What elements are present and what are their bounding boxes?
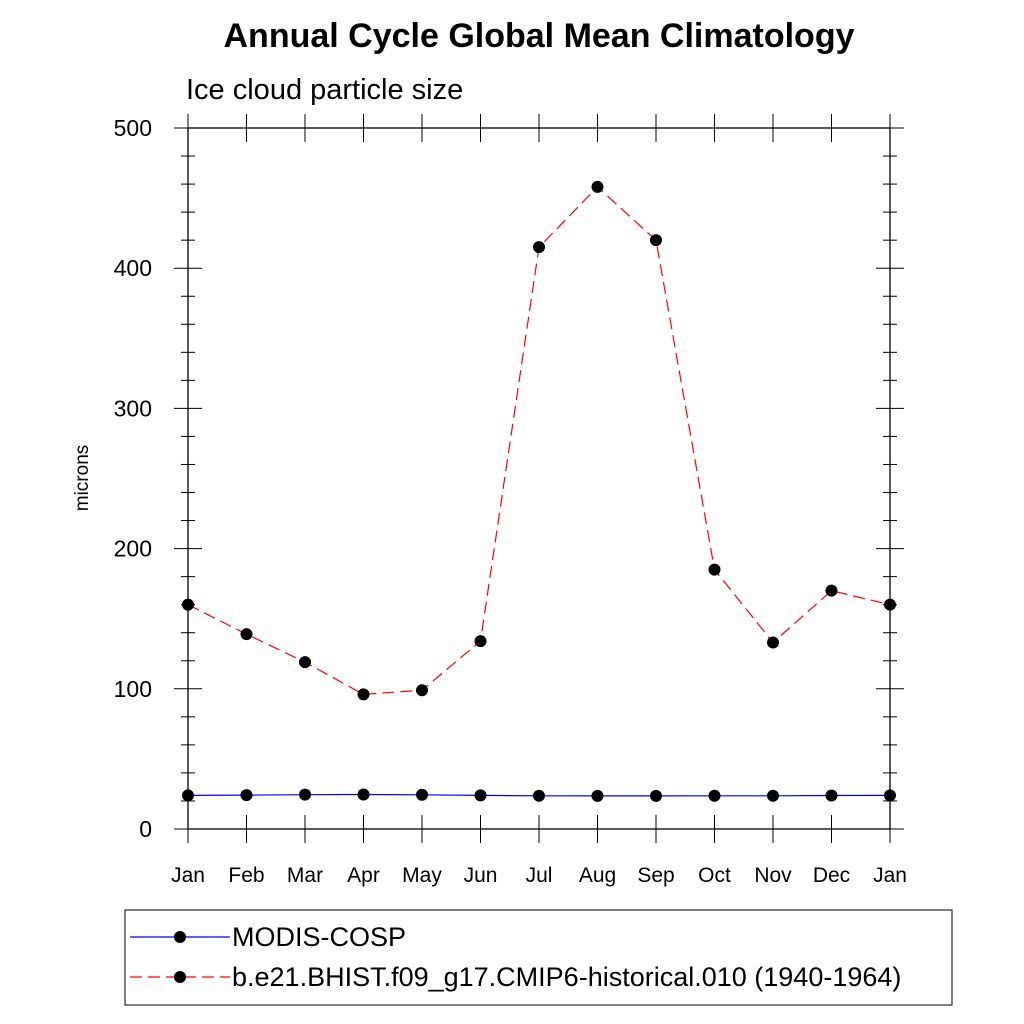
data-point bbox=[825, 789, 838, 802]
chart-title: Annual Cycle Global Mean Climatology bbox=[224, 17, 855, 55]
legend-label: b.e21.BHIST.f09_g17.CMIP6-historical.010… bbox=[232, 962, 901, 992]
data-point bbox=[357, 688, 370, 701]
series-0 bbox=[182, 788, 896, 802]
data-point bbox=[357, 788, 370, 801]
legend-item: MODIS-COSP bbox=[130, 922, 406, 952]
data-point bbox=[416, 684, 428, 697]
x-tick-label: Aug bbox=[579, 864, 616, 887]
x-tick-label: Jan bbox=[873, 864, 907, 887]
data-point bbox=[182, 598, 194, 611]
axis-ticks bbox=[174, 114, 904, 843]
chart-subtitle: Ice cloud particle size bbox=[186, 74, 463, 106]
data-point bbox=[299, 788, 311, 801]
data-point bbox=[591, 789, 604, 802]
legend-marker bbox=[174, 931, 186, 943]
plot-frame bbox=[187, 127, 891, 830]
data-point bbox=[182, 789, 194, 802]
data-point bbox=[650, 234, 662, 247]
data-point bbox=[416, 788, 428, 801]
y-tick-label: 0 bbox=[139, 816, 152, 842]
data-point bbox=[591, 180, 604, 193]
series-layer bbox=[182, 180, 896, 802]
legend-marker bbox=[174, 971, 186, 983]
legend-box bbox=[124, 909, 953, 1006]
x-tick-label: Feb bbox=[228, 864, 264, 887]
legend-item: b.e21.BHIST.f09_g17.CMIP6-historical.010… bbox=[130, 962, 901, 992]
data-point bbox=[533, 241, 545, 254]
legend: MODIS-COSP b.e21.BHIST.f09_g17.CMIP6-hist… bbox=[124, 909, 953, 1006]
y-tick-label: 400 bbox=[114, 255, 152, 281]
x-tick-label: Jul bbox=[526, 864, 553, 887]
x-tick-label: Apr bbox=[347, 864, 380, 887]
y-tick-label: 300 bbox=[114, 395, 152, 421]
data-point bbox=[533, 789, 545, 802]
x-tick-label: Dec bbox=[813, 864, 850, 887]
x-tick-label: May bbox=[402, 864, 442, 887]
y-tick-label: 500 bbox=[114, 115, 152, 141]
x-tick-label: Jun bbox=[464, 864, 498, 887]
y-tick-label: 100 bbox=[114, 676, 152, 702]
series-line bbox=[187, 186, 891, 696]
data-point bbox=[299, 656, 311, 669]
x-tick-label: Mar bbox=[287, 864, 323, 887]
data-point bbox=[767, 636, 779, 649]
data-point bbox=[240, 789, 253, 802]
x-tick-label: Sep bbox=[637, 864, 674, 887]
y-axis-label: microns bbox=[72, 445, 93, 512]
legend-label: MODIS-COSP bbox=[232, 922, 406, 952]
data-point bbox=[708, 563, 721, 576]
data-point bbox=[650, 789, 662, 802]
data-point bbox=[825, 584, 838, 597]
data-point bbox=[474, 635, 487, 648]
x-tick-label: Jan bbox=[171, 864, 205, 887]
series-1 bbox=[182, 180, 896, 701]
data-point bbox=[884, 789, 896, 802]
data-point bbox=[884, 598, 896, 611]
y-tick-labels: 0 100 200 300 400 500 bbox=[114, 115, 152, 842]
y-tick-label: 200 bbox=[114, 536, 152, 562]
data-point bbox=[240, 628, 253, 641]
data-point bbox=[474, 789, 487, 802]
x-tick-label: Nov bbox=[754, 864, 792, 887]
data-point bbox=[708, 789, 721, 802]
x-tick-label: Oct bbox=[698, 864, 731, 887]
x-tick-labels: Jan Feb Mar Apr May Jun Jul Aug Sep Oct Nov Dec Jan bbox=[171, 864, 907, 887]
data-point bbox=[767, 789, 779, 802]
